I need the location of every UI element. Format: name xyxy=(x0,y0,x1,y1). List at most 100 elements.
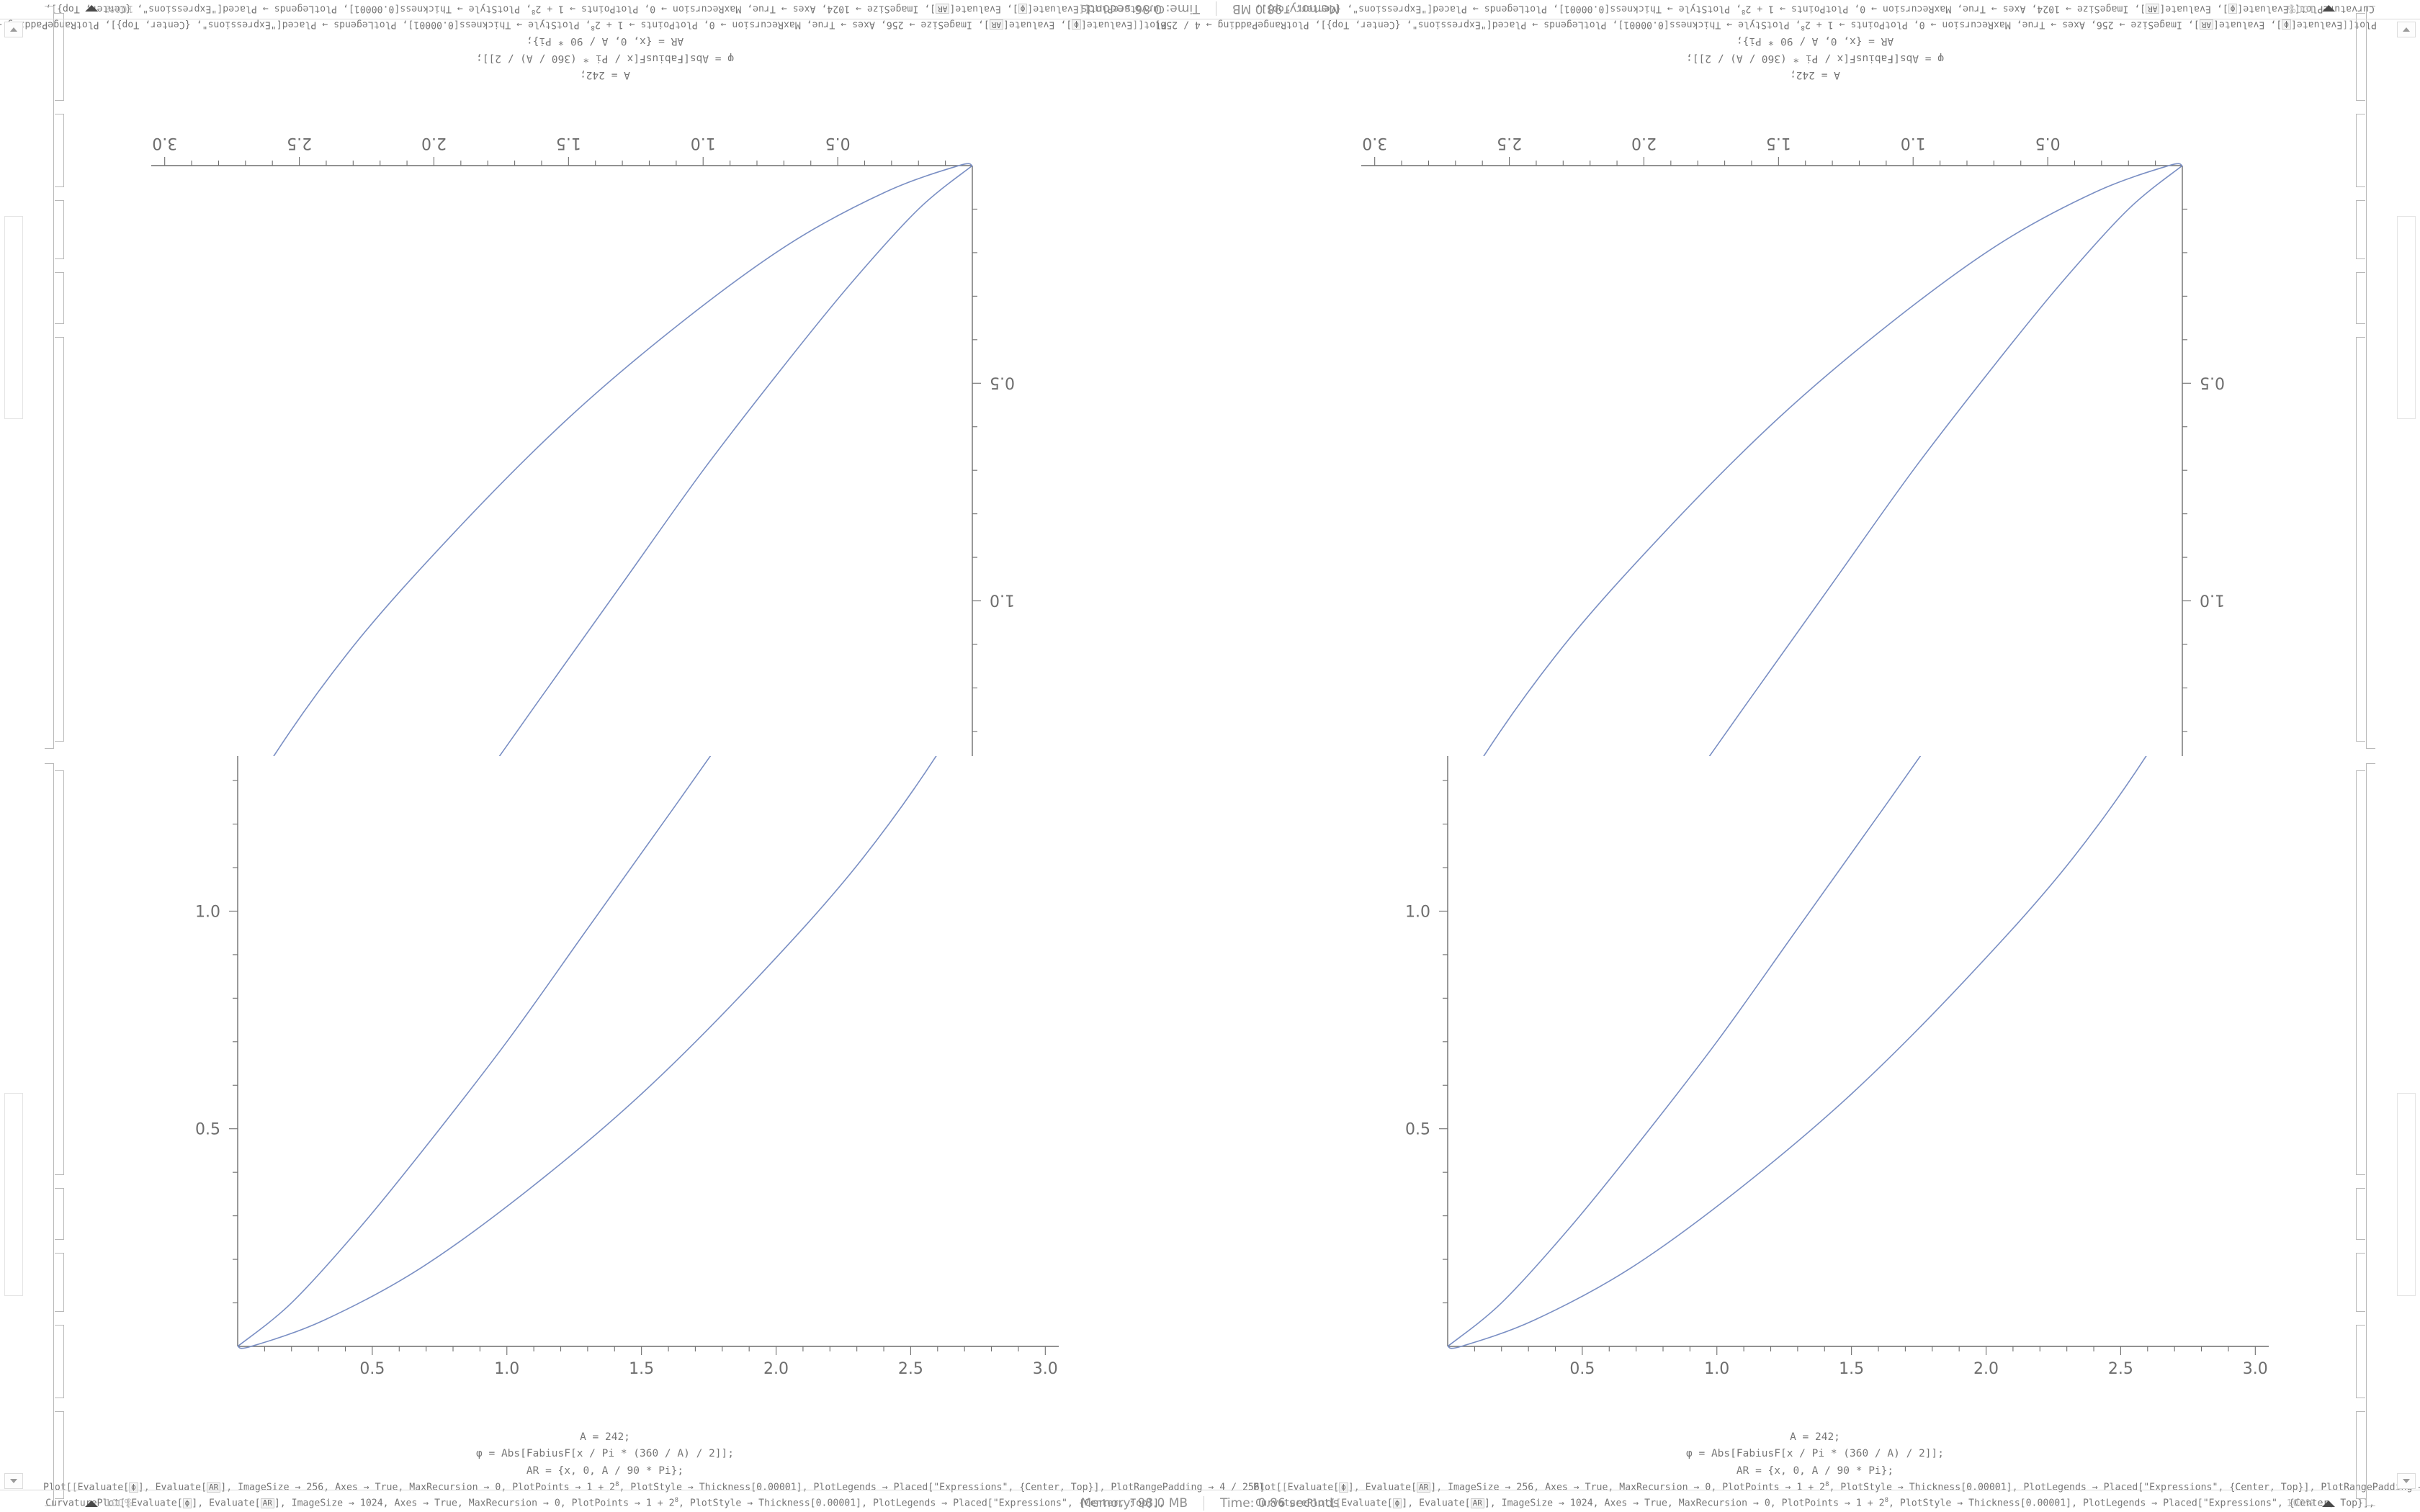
code-line-plot: Plot[[Evaluate[ϕ], Evaluate[AR], ImageSi… xyxy=(43,1481,1265,1493)
code-line-assign-a: A = 242; xyxy=(580,69,630,81)
svg-text:2.5: 2.5 xyxy=(287,134,312,152)
notebook-column-left: 0.51.01.52.02.53.00.51.01.52.0A = 242;φ … xyxy=(1155,0,2420,756)
svg-text:3.0: 3.0 xyxy=(2243,1360,2268,1378)
status-time-bottom: Time: 0.86 seconds xyxy=(1204,1496,1355,1511)
cell-bracket-right-1[interactable] xyxy=(2356,770,2365,1175)
cell-bracket-right-5[interactable] xyxy=(55,13,64,101)
cell-bracket-2[interactable] xyxy=(2356,272,2365,324)
ar-boxed-variable: AR xyxy=(1417,1482,1431,1493)
scrollbar-thumb-left-lower[interactable] xyxy=(4,1093,23,1296)
phi-boxed-variable: ϕ xyxy=(2282,19,2291,30)
code-line-assign-ar: AR = {x, 0, A / 90 * Pi}; xyxy=(1736,35,1894,48)
phi-boxed-variable: ϕ xyxy=(182,1498,192,1508)
svg-text:2.0: 2.0 xyxy=(1973,1360,1999,1378)
chevron-up-icon[interactable] xyxy=(85,1500,98,1507)
status-bar-top: Memory: 98.0 MB Time: 0.86 seconds xyxy=(0,1,2420,16)
zoom-control-bottom-right[interactable]: 100% xyxy=(2287,1498,2335,1509)
svg-text:2.0: 2.0 xyxy=(763,1360,789,1378)
cell-bracket-right-3[interactable] xyxy=(55,200,64,259)
scroll-up-button-right[interactable] xyxy=(2397,22,2416,37)
phi-boxed-variable: ϕ xyxy=(1072,19,1081,30)
main-curvature-plot: 0.51.01.52.02.53.00.51.01.52.0 xyxy=(1361,756,2298,1426)
svg-text:2.0: 2.0 xyxy=(421,134,447,152)
chevron-up-icon[interactable] xyxy=(2322,1500,2335,1507)
status-bar-bottom: Memory: 98.0 MB Time: 0.86 seconds xyxy=(0,1496,2420,1511)
curvature-plot-svg: 0.51.01.52.02.53.00.51.01.52.0 xyxy=(1405,756,2269,1378)
code-line-curvatureplot: CurvaturePlot[[Evaluate[ϕ], Evaluate[AR]… xyxy=(1255,1497,2375,1509)
triangle-up-icon xyxy=(2403,27,2410,32)
notebook-column-left: 0.51.01.52.02.53.00.51.01.52.0A = 242;φ … xyxy=(0,756,1265,1512)
cell-bracket-right-1[interactable] xyxy=(55,337,64,742)
cell-bracket-0[interactable] xyxy=(45,763,54,1506)
scrollbar-thumb-right-upper[interactable] xyxy=(2397,216,2416,419)
svg-text:3.0: 3.0 xyxy=(152,134,177,152)
code-line-assign-phi: φ = Abs[FabiusF[x / Pi * (360 / A) / 2]]… xyxy=(1686,1448,1944,1460)
svg-text:1.0: 1.0 xyxy=(494,1360,519,1378)
triangle-down-icon xyxy=(10,1479,17,1483)
svg-text:1.0: 1.0 xyxy=(691,134,716,152)
cell-bracket-right-2[interactable] xyxy=(55,272,64,324)
cell-bracket-4[interactable] xyxy=(55,1325,64,1398)
curvature-plot-svg: 0.51.01.52.02.53.00.51.01.52.0 xyxy=(1361,134,2225,756)
notebook-column-right: 0.51.01.52.02.53.00.51.01.52.0A = 242;φ … xyxy=(1210,756,2420,1512)
svg-text:1.0: 1.0 xyxy=(1704,1360,1729,1378)
cell-bracket-5[interactable] xyxy=(55,1411,64,1499)
ar-boxed-variable: AR xyxy=(989,19,1003,30)
code-line-assign-a: A = 242; xyxy=(1790,1431,1840,1443)
input-code-cell[interactable]: A = 242; φ = Abs[FabiusF[x / Pi * (360 / … xyxy=(43,1429,1265,1512)
svg-text:0.5: 0.5 xyxy=(195,1121,220,1139)
svg-text:0.5: 0.5 xyxy=(2200,373,2225,391)
svg-text:1.5: 1.5 xyxy=(556,134,581,152)
scroll-down-button-right[interactable] xyxy=(2397,1473,2416,1489)
code-line-assign-ar: AR = {x, 0, A / 90 * Pi}; xyxy=(526,1464,684,1477)
main-curvature-plot: 0.51.01.52.02.53.00.51.01.52.0 xyxy=(1332,86,2269,756)
cell-bracket-4[interactable] xyxy=(2356,114,2365,187)
ar-boxed-variable: AR xyxy=(207,1482,221,1493)
code-line-assign-phi: φ = Abs[FabiusF[x / Pi * (360 / A) / 2]]… xyxy=(476,1448,734,1460)
cell-bracket-5[interactable] xyxy=(2356,13,2365,101)
cell-bracket-right-4[interactable] xyxy=(55,114,64,187)
cell-bracket-right-0[interactable] xyxy=(45,6,54,749)
main-curvature-plot: 0.51.01.52.02.53.00.51.01.52.0 xyxy=(122,86,1059,756)
svg-text:3.0: 3.0 xyxy=(1362,134,1387,152)
scrollbar-thumb-left-upper[interactable] xyxy=(4,216,23,419)
ar-boxed-variable: AR xyxy=(260,1498,274,1508)
svg-text:0.5: 0.5 xyxy=(990,373,1015,391)
zoom-control-bottom-left[interactable]: 100% xyxy=(85,1498,133,1509)
svg-text:0.5: 0.5 xyxy=(1405,1121,1430,1139)
cell-bracket-1[interactable] xyxy=(2356,337,2365,742)
cell-bracket-right-3[interactable] xyxy=(2356,1253,2365,1312)
cell-bracket-1[interactable] xyxy=(55,770,64,1175)
code-line-curvatureplot: CurvaturePlot[[Evaluate[ϕ], Evaluate[AR]… xyxy=(45,1497,1165,1509)
svg-text:1.0: 1.0 xyxy=(195,903,220,921)
scroll-up-button-left[interactable] xyxy=(4,22,23,37)
svg-text:1.0: 1.0 xyxy=(1405,903,1430,921)
code-line-plot: Plot[[Evaluate[ϕ], Evaluate[AR], ImageSi… xyxy=(1253,1481,2420,1493)
cell-bracket-right-4[interactable] xyxy=(2356,1325,2365,1398)
cell-bracket-right-2[interactable] xyxy=(2356,1188,2365,1240)
scrollbar-thumb-right-lower[interactable] xyxy=(2397,1093,2416,1296)
cell-bracket-0[interactable] xyxy=(2366,6,2375,749)
svg-text:0.5: 0.5 xyxy=(359,1360,385,1378)
cell-bracket-right-5[interactable] xyxy=(2356,1411,2365,1499)
scroll-down-button-left[interactable] xyxy=(4,1473,23,1489)
cell-bracket-2[interactable] xyxy=(55,1188,64,1240)
svg-text:0.5: 0.5 xyxy=(825,134,851,152)
cell-bracket-3[interactable] xyxy=(55,1253,64,1312)
phi-boxed-variable: ϕ xyxy=(1392,1498,1402,1508)
svg-text:1.5: 1.5 xyxy=(1839,1360,1864,1378)
code-line-assign-phi: φ = Abs[FabiusF[x / Pi * (360 / A) / 2]]… xyxy=(1686,52,1944,64)
code-line-assign-phi: φ = Abs[FabiusF[x / Pi * (360 / A) / 2]]… xyxy=(476,52,734,64)
code-line-assign-ar: AR = {x, 0, A / 90 * Pi}; xyxy=(1736,1464,1894,1477)
svg-text:1.5: 1.5 xyxy=(1766,134,1791,152)
svg-text:1.5: 1.5 xyxy=(629,1360,654,1378)
cell-bracket-3[interactable] xyxy=(2356,200,2365,259)
svg-text:0.5: 0.5 xyxy=(1569,1360,1595,1378)
svg-text:1.0: 1.0 xyxy=(1901,134,1926,152)
svg-text:1.0: 1.0 xyxy=(990,591,1015,609)
input-code-cell[interactable]: A = 242; φ = Abs[FabiusF[x / Pi * (360 / … xyxy=(1253,1429,2420,1512)
phi-boxed-variable: ϕ xyxy=(129,1482,138,1493)
svg-text:2.5: 2.5 xyxy=(1497,134,1522,152)
cell-bracket-right-0[interactable] xyxy=(2366,763,2375,1506)
main-curvature-plot: 0.51.01.52.02.53.00.51.01.52.0 xyxy=(151,756,1088,1426)
